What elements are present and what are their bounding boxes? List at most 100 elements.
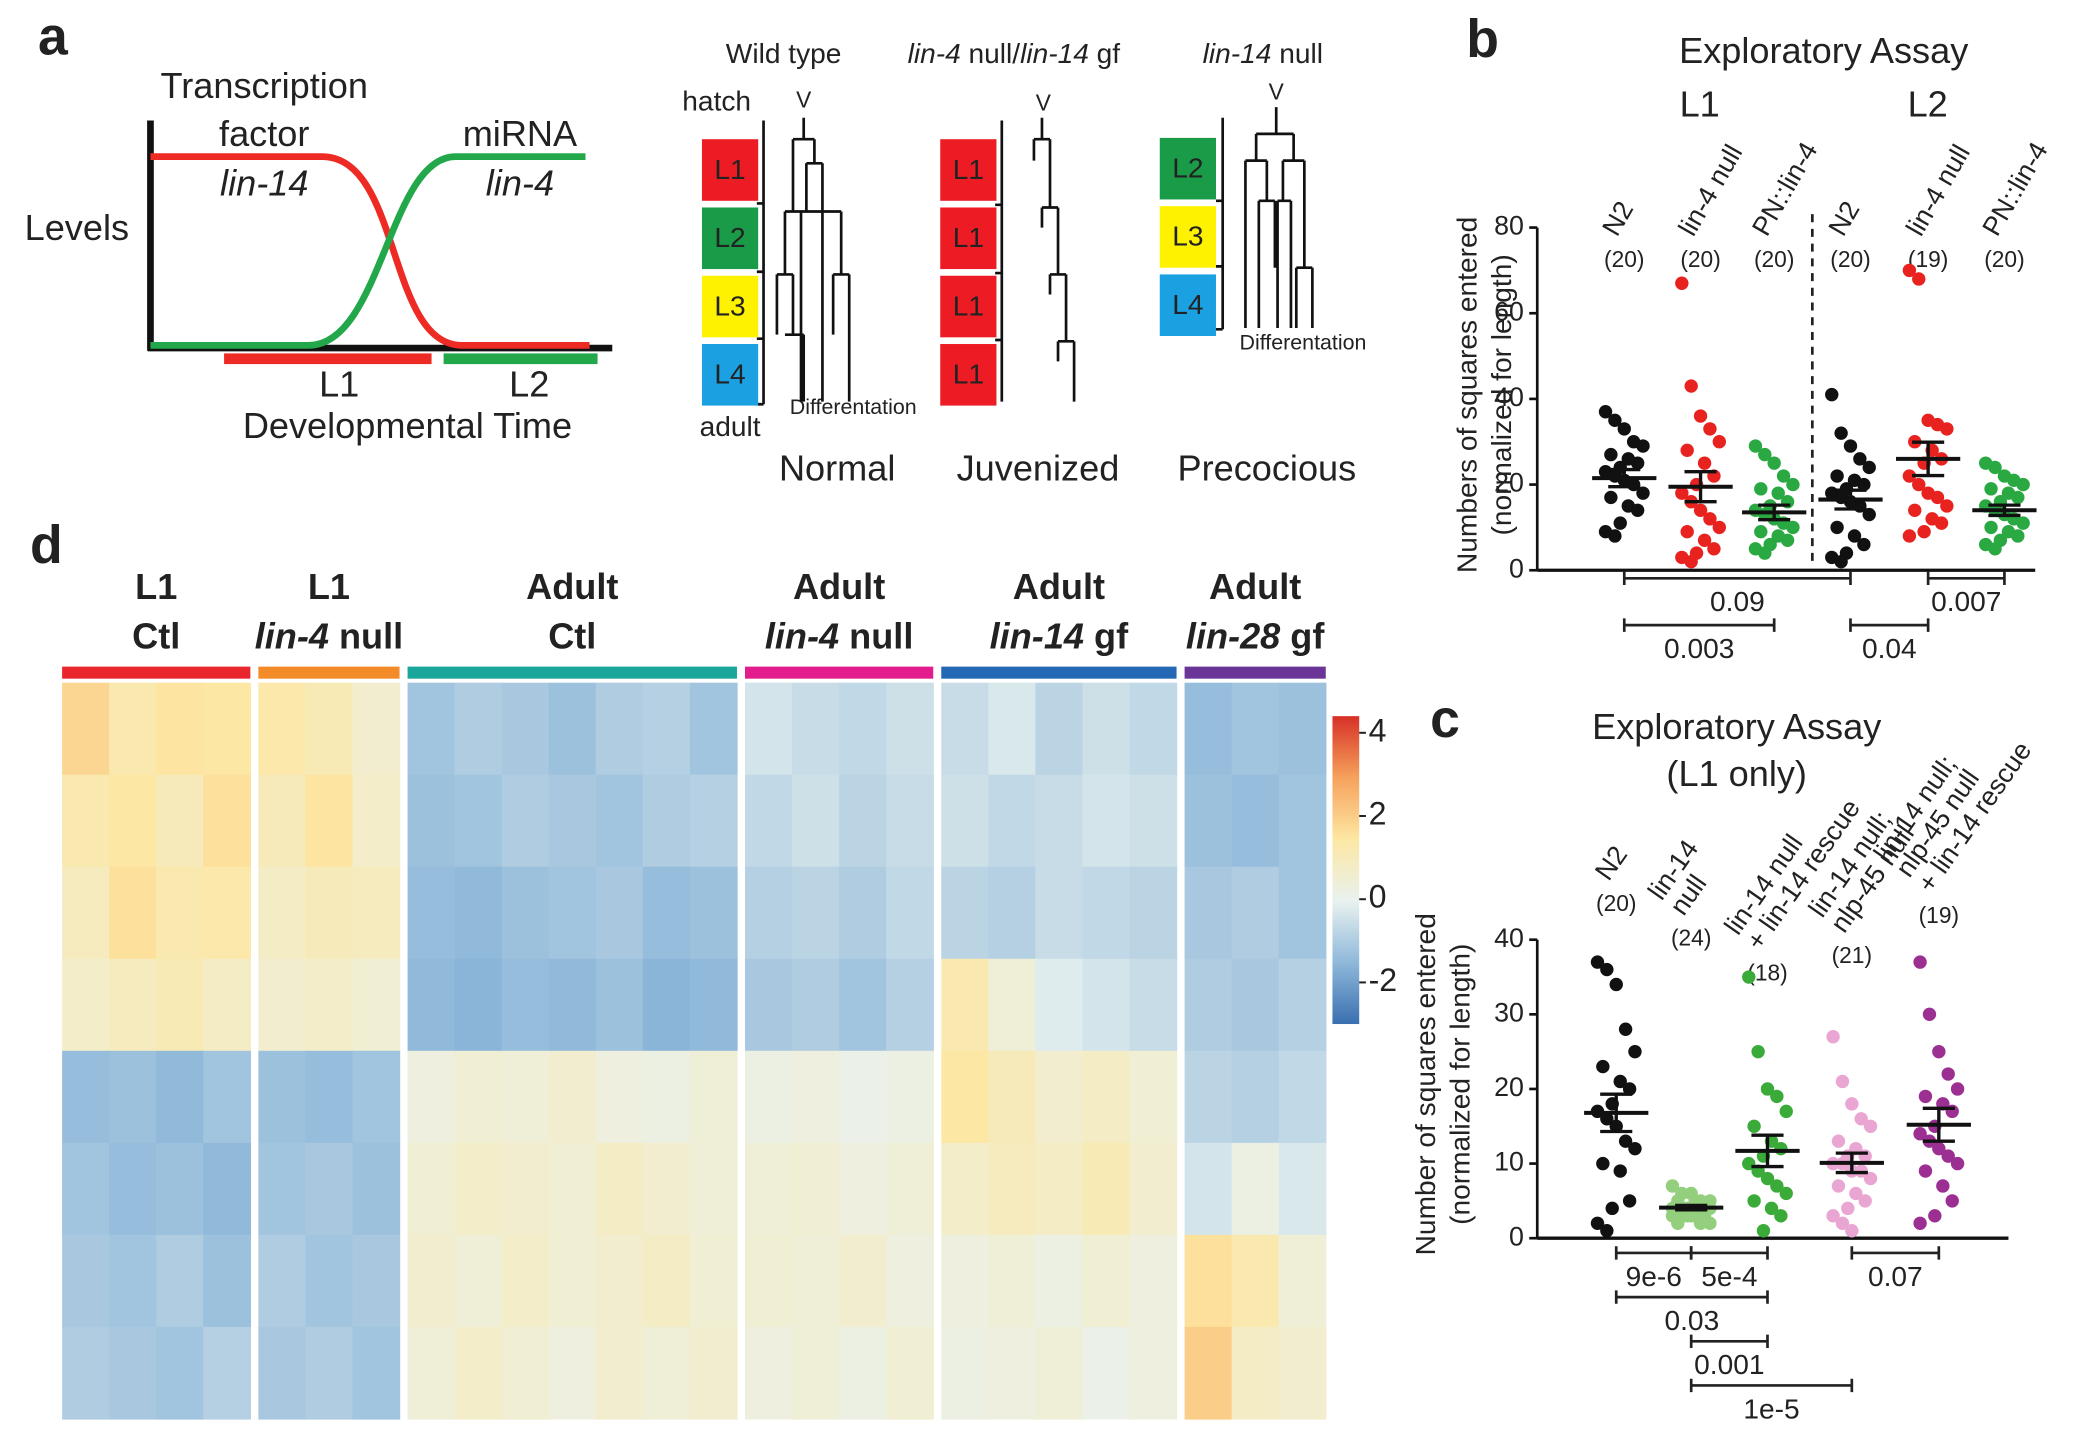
heatmap-cell — [839, 1050, 887, 1144]
group-bar — [62, 666, 251, 679]
heatmap-cell — [595, 1050, 644, 1144]
heatmap-cell — [988, 866, 1037, 960]
heatmap-cell — [454, 866, 503, 960]
heatmap-cell — [62, 682, 110, 776]
data-point — [1605, 1201, 1619, 1216]
label: lin-14 gf — [990, 615, 1129, 656]
heatmap-cell — [839, 682, 887, 776]
data-point — [1600, 1224, 1614, 1238]
heatmap-cell — [689, 1050, 738, 1144]
data-point — [1932, 1044, 1946, 1059]
heatmap-cell — [305, 1234, 354, 1328]
data-point — [1754, 482, 1768, 496]
heatmap-cell — [792, 774, 840, 868]
heatmap-cell — [454, 682, 503, 776]
heatmap-cell — [1184, 1142, 1233, 1236]
colorbar-tick-label: -2 — [1369, 962, 1398, 998]
heatmap-cell — [501, 958, 550, 1052]
category-label: N2 — [1589, 840, 1633, 885]
data-point — [1854, 1112, 1868, 1126]
data-point — [1770, 1179, 1784, 1193]
heatmap-cell — [745, 682, 793, 776]
colorbar-tick-label: 0 — [1369, 879, 1387, 915]
category-label-line: N2 — [1596, 196, 1639, 241]
category-label-line: lin-4 null — [1900, 139, 1976, 240]
heatmap-cell — [156, 774, 204, 868]
data-point — [1913, 1216, 1927, 1230]
heatmap-cell — [941, 1234, 989, 1328]
label-part: gf — [1280, 615, 1325, 656]
heatmap-cell — [941, 866, 989, 960]
data-point — [1697, 456, 1712, 470]
data-point — [1835, 1074, 1850, 1089]
comparison-bracket — [1850, 1246, 1941, 1260]
heatmap-cell — [886, 866, 934, 960]
heatmap-cell — [1035, 1142, 1084, 1236]
heatmap-cell — [941, 1142, 989, 1236]
data-point — [1934, 516, 1949, 530]
heatmap-cell — [407, 1142, 456, 1236]
heatmap-cell — [203, 1326, 252, 1420]
category-label-line: N2 — [1589, 840, 1633, 885]
heatmap-cell — [839, 774, 887, 868]
error-bar — [1912, 440, 1945, 478]
heatmap-cell — [62, 774, 110, 868]
data-point — [1684, 1209, 1698, 1223]
data-point — [1941, 1067, 1955, 1081]
data-point — [1826, 1030, 1840, 1044]
heatmap-cell — [792, 1234, 840, 1328]
data-point — [1770, 1089, 1784, 1104]
heatmap-cell — [203, 1234, 252, 1328]
error-bar — [1608, 467, 1641, 489]
lineage-tree — [1032, 117, 1076, 402]
comparison-bracket — [1689, 1246, 1769, 1260]
heatmap-cell — [745, 1142, 793, 1236]
heatmap-cell — [988, 958, 1037, 1052]
error-bar — [1834, 488, 1867, 511]
n-label: (20) — [1680, 246, 1720, 272]
heatmap-cell — [1129, 682, 1178, 776]
heatmap-cell — [792, 866, 840, 960]
heatmap-cell — [548, 1142, 597, 1236]
heatmap-cell — [988, 774, 1037, 868]
heatmap-cell — [62, 1050, 110, 1144]
label-part: Adult — [526, 566, 618, 607]
heatmap-cell — [305, 682, 354, 776]
heatmap-cell — [1035, 774, 1084, 868]
heatmap-cell — [156, 866, 204, 960]
label-part: null — [1271, 39, 1323, 70]
data-point — [1918, 1089, 1933, 1104]
data-point — [1707, 542, 1721, 556]
stage-label: L1 — [319, 363, 359, 404]
heatmap-cell — [156, 682, 204, 776]
heatmap-cell — [595, 774, 644, 868]
data-point — [1751, 1044, 1765, 1059]
data-point — [1831, 1179, 1846, 1193]
heatmap-cell — [1184, 1234, 1233, 1328]
data-point — [1758, 546, 1772, 560]
data-point — [1617, 422, 1631, 436]
n-label: (21) — [1832, 942, 1872, 968]
data-point — [1988, 460, 2002, 475]
heatmap-cell — [352, 1234, 401, 1328]
heatmap-cell — [792, 1142, 840, 1236]
error-bar — [1835, 1151, 1868, 1175]
data-point — [1600, 962, 1614, 977]
heatmap-cell — [689, 1234, 738, 1328]
y-label: Levels — [25, 207, 129, 248]
error-bar — [1988, 503, 2021, 518]
label-part: Adult — [1013, 566, 1105, 607]
data-point — [1630, 503, 1645, 517]
comparison-bracket — [1849, 618, 1930, 632]
label: lin-4 null/lin-14 gf — [908, 39, 1121, 70]
stage-label: L3 — [714, 290, 745, 321]
heatmap-cell — [1129, 958, 1178, 1052]
group-bar — [1184, 666, 1326, 679]
heatmap-cell — [407, 1234, 456, 1328]
data-point — [1779, 1104, 1793, 1119]
heatmap-cell — [109, 1142, 157, 1236]
heatmap-cell — [886, 1234, 934, 1328]
n-label: (20) — [1604, 246, 1644, 272]
category-label: PN::lin-4 — [1976, 137, 2053, 241]
category-label: lin-14 null;nlp-45 null+ lin-14 rescue — [1868, 736, 2038, 898]
